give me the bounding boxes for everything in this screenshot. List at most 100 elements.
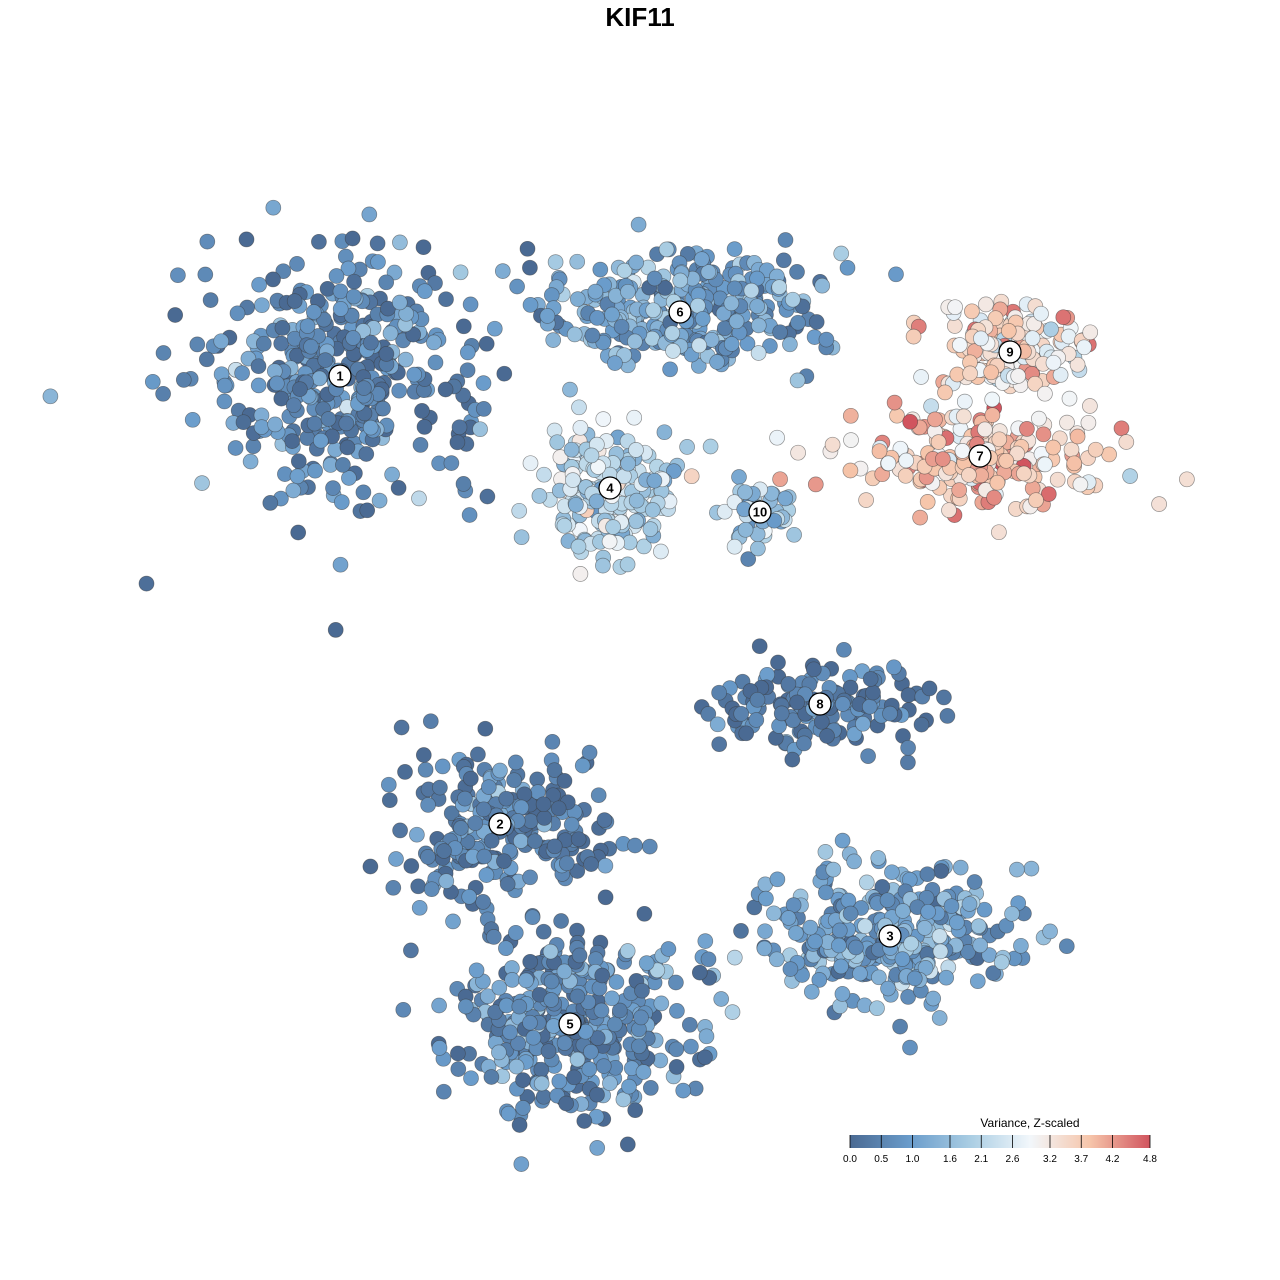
cell-point xyxy=(589,1086,605,1103)
cell-point xyxy=(782,961,799,977)
cell-point xyxy=(410,878,427,895)
cell-point xyxy=(562,381,578,398)
cell-point xyxy=(422,713,439,730)
cell-point xyxy=(344,230,361,247)
cell-point xyxy=(42,388,59,405)
cell-point xyxy=(558,855,575,872)
legend-tick-label: 3.7 xyxy=(1074,1154,1088,1165)
cell-point xyxy=(1037,385,1053,402)
cell-point xyxy=(492,762,508,779)
cell-point xyxy=(683,468,700,485)
cell-point xyxy=(646,270,663,287)
cell-point xyxy=(515,1072,531,1088)
cell-point xyxy=(726,538,743,555)
cell-point xyxy=(397,764,413,780)
cell-point xyxy=(472,421,488,438)
cell-point xyxy=(286,293,303,309)
cell-point xyxy=(415,239,432,256)
cell-point xyxy=(563,441,580,458)
cell-point xyxy=(556,517,573,534)
cell-point xyxy=(306,415,323,432)
cell-point xyxy=(987,310,1004,327)
cell-point xyxy=(1052,367,1069,383)
cell-point xyxy=(700,264,717,280)
cell-point xyxy=(434,758,451,775)
cell-point xyxy=(1179,471,1195,488)
cell-point xyxy=(584,327,601,344)
cell-point xyxy=(375,400,391,417)
cell-point xyxy=(475,401,492,417)
cell-point xyxy=(535,1088,552,1105)
cell-point xyxy=(619,1136,636,1153)
cell-point xyxy=(842,407,859,424)
cell-point xyxy=(275,263,292,280)
cell-point xyxy=(638,955,655,971)
cell-point xyxy=(843,432,859,448)
cell-point xyxy=(628,513,644,530)
cell-point xyxy=(726,241,743,257)
cell-point xyxy=(1066,455,1083,472)
cell-point xyxy=(756,940,773,957)
cluster-number: 3 xyxy=(886,929,893,944)
cell-point xyxy=(438,291,454,308)
cell-point xyxy=(299,318,316,334)
cell-point xyxy=(737,521,754,538)
cell-point xyxy=(1004,905,1020,922)
cell-point xyxy=(840,892,857,909)
cell-point xyxy=(789,372,806,389)
legend-tick-label: 0.0 xyxy=(843,1154,857,1165)
cell-point xyxy=(628,492,645,509)
cell-point xyxy=(690,358,707,374)
cell-point xyxy=(491,1044,507,1061)
cell-point xyxy=(550,800,567,817)
cell-point xyxy=(869,1000,885,1017)
legend-color-bar xyxy=(850,1135,1150,1148)
cell-point xyxy=(499,876,516,892)
cell-point xyxy=(658,241,675,258)
cell-point xyxy=(1009,861,1025,878)
cell-point xyxy=(369,235,386,252)
cell-point xyxy=(697,933,714,949)
cell-point xyxy=(265,199,282,216)
cell-point xyxy=(596,812,613,828)
cell-point xyxy=(784,751,801,768)
cell-point xyxy=(572,566,589,582)
cell-point xyxy=(382,325,399,342)
cell-point xyxy=(455,318,472,335)
cell-point xyxy=(355,484,372,501)
cell-point xyxy=(513,1156,530,1172)
cell-point xyxy=(1031,410,1047,427)
cell-point xyxy=(602,1075,618,1092)
cell-point xyxy=(403,942,419,959)
legend-tick-label: 1.6 xyxy=(943,1154,957,1165)
cell-point xyxy=(250,358,267,375)
cell-point xyxy=(450,1045,466,1062)
cell-point xyxy=(777,232,794,248)
cell-point xyxy=(951,482,968,498)
cell-point xyxy=(453,820,469,836)
cell-point xyxy=(479,488,496,505)
cell-point xyxy=(711,736,728,753)
cell-point xyxy=(385,879,402,896)
cell-point xyxy=(852,965,868,982)
cell-point xyxy=(619,556,636,573)
cell-point xyxy=(846,726,863,743)
cell-point xyxy=(644,502,661,518)
cell-point xyxy=(1122,468,1138,484)
cell-point xyxy=(438,873,455,889)
cell-point xyxy=(390,480,407,496)
cell-point xyxy=(931,1010,948,1026)
cell-point xyxy=(930,434,947,450)
cell-point xyxy=(628,442,644,458)
legend-tick-label: 1.0 xyxy=(906,1154,920,1165)
cell-point xyxy=(839,259,856,276)
cell-point xyxy=(522,953,539,970)
cell-point xyxy=(553,913,569,929)
cell-point xyxy=(285,397,302,414)
cell-point xyxy=(426,334,442,351)
cell-point xyxy=(889,407,905,424)
cell-point xyxy=(1113,420,1130,437)
cluster-marker xyxy=(968,444,992,468)
cluster-number: 7 xyxy=(976,449,983,464)
cell-point xyxy=(784,291,801,308)
